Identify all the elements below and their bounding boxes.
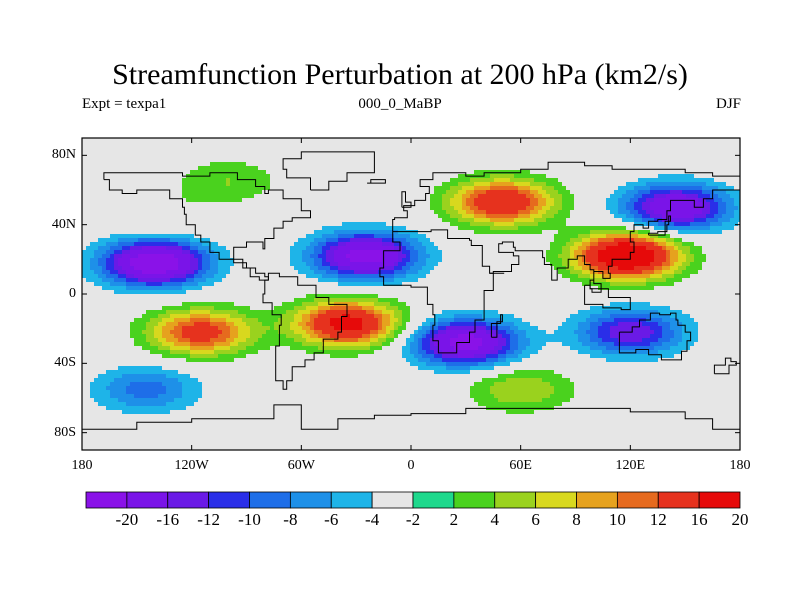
contour-field — [82, 138, 740, 450]
colorbar-label: -12 — [197, 510, 220, 529]
x-tick-label: 120W — [174, 458, 209, 473]
coastline — [401, 191, 412, 208]
colorbar-label: 6 — [531, 510, 540, 529]
colorbar-swatch — [657, 491, 700, 509]
colorbar-swatch — [289, 491, 332, 509]
coastline — [584, 284, 631, 311]
coastline — [490, 314, 503, 338]
coastline — [618, 312, 692, 361]
colorbar-swatch — [126, 491, 169, 509]
x-tick-label: 180 — [729, 458, 751, 473]
colorbar-swatch — [330, 491, 373, 509]
y-tick-label: 40N — [51, 216, 76, 232]
colorbar-swatch — [535, 491, 577, 509]
x-tick-label: 0 — [407, 458, 415, 473]
coastline — [367, 179, 386, 184]
coastline — [282, 151, 375, 191]
colorbar-swatch — [412, 491, 455, 509]
colorbar-label: 10 — [608, 510, 626, 529]
colorbar-swatch — [208, 491, 250, 509]
colorbar-swatch — [371, 491, 414, 509]
coastline — [82, 404, 740, 430]
coastline — [713, 357, 737, 375]
colorbar — [85, 491, 741, 509]
colorbar-label: 8 — [572, 510, 581, 529]
y-tick-label: 40S — [54, 355, 76, 371]
colorbar-swatch — [494, 491, 537, 509]
coastline — [489, 186, 740, 293]
coastline-outlines — [82, 151, 740, 430]
coastline — [392, 161, 740, 232]
time-label: 000_0_MaBP — [358, 96, 442, 112]
coastline — [103, 172, 311, 281]
x-tick-label: 60E — [509, 458, 532, 473]
axis-ticks — [81, 138, 741, 450]
colorbar-label: -8 — [283, 510, 298, 529]
colorbar-label: 20 — [731, 510, 749, 529]
y-tick-label: 80N — [51, 147, 76, 163]
colorbar-swatch — [616, 491, 659, 509]
season-label: DJF — [715, 96, 741, 112]
x-tick-label: 60W — [287, 458, 315, 473]
x-tick-label: 180 — [71, 458, 93, 473]
colorbar-label: 16 — [690, 510, 708, 529]
colorbar-label: -4 — [365, 510, 380, 529]
y-tick-label: 80S — [54, 424, 76, 440]
colorbar-swatch — [453, 491, 496, 509]
experiment-label: Expt = texpa1 — [82, 96, 167, 112]
colorbar-label: -16 — [156, 510, 180, 529]
colorbar-label: -10 — [238, 510, 261, 529]
coastline — [648, 215, 671, 236]
colorbar-label: -6 — [324, 510, 339, 529]
colorbar-label: -2 — [405, 510, 421, 529]
coastline — [379, 229, 505, 354]
colorbar-label: 4 — [490, 510, 500, 529]
y-tick-label: 0 — [69, 286, 76, 301]
coastline — [262, 272, 348, 390]
colorbar-swatch — [576, 491, 618, 509]
colorbar-label: -20 — [115, 510, 139, 529]
colorbar-swatch — [249, 491, 291, 509]
x-tick-label: 120E — [615, 458, 646, 473]
colorbar-swatch — [85, 491, 128, 509]
colorbar-swatch — [698, 491, 741, 509]
colorbar-label: 2 — [449, 510, 459, 529]
chart-title: Streamfunction Perturbation at 200 hPa (… — [112, 58, 688, 91]
colorbar-swatch — [167, 491, 210, 509]
colorbar-label: 12 — [649, 510, 667, 529]
